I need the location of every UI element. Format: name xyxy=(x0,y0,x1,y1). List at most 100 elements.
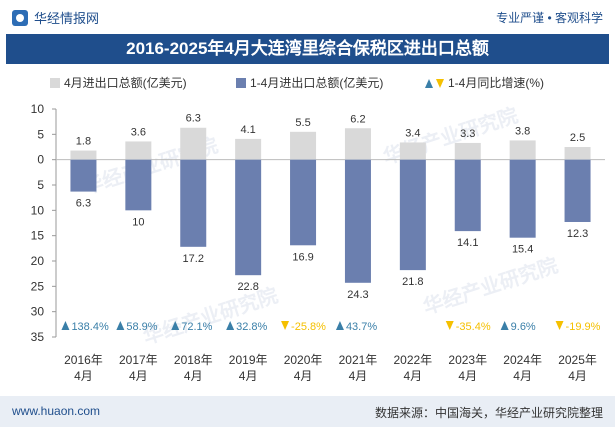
y-tick-label: 10 xyxy=(31,102,45,116)
x-tick-label-month: 4月 xyxy=(239,369,258,383)
data-label-april: 2.5 xyxy=(570,132,585,144)
x-tick-label-month: 4月 xyxy=(404,369,423,383)
growth-marker-down xyxy=(445,321,454,330)
legend-marker-up xyxy=(425,79,433,88)
data-label-april: 3.8 xyxy=(515,125,530,137)
x-tick-label-month: 4月 xyxy=(184,369,203,383)
bar-cumulative xyxy=(344,159,371,283)
footer: www.huaon.com 数据来源：中国海关，华经产业研究院整理 xyxy=(0,396,615,427)
bar-april xyxy=(180,127,207,160)
growth-marker-down xyxy=(555,321,564,330)
x-tick-label-month: 4月 xyxy=(458,369,477,383)
bar-cumulative xyxy=(70,159,97,192)
growth-marker-up xyxy=(335,321,344,330)
data-label-growth: -35.4% xyxy=(456,321,491,333)
growth-marker-up xyxy=(226,321,235,330)
growth-marker-down xyxy=(281,321,290,330)
data-label-april: 5.5 xyxy=(295,117,310,129)
growth-marker-up xyxy=(171,321,180,330)
logo-icon xyxy=(12,9,28,26)
bar-april xyxy=(344,128,371,160)
data-label-growth: 32.8% xyxy=(236,321,267,333)
y-tick-label: 30 xyxy=(31,305,45,319)
legend-swatch-cumulative xyxy=(236,78,246,88)
x-tick-label-month: 4月 xyxy=(568,369,587,383)
bar-april xyxy=(564,147,591,160)
x-tick-label-year: 2016年 xyxy=(64,353,103,367)
data-label-cumulative: 10 xyxy=(132,216,144,228)
y-tick-label: 10 xyxy=(31,203,45,217)
bar-april xyxy=(70,150,97,160)
data-label-growth: 72.1% xyxy=(181,321,212,333)
y-tick-label: 0 xyxy=(37,153,44,167)
bar-cumulative xyxy=(399,159,426,271)
data-label-growth: 138.4% xyxy=(71,321,109,333)
data-label-cumulative: 16.9 xyxy=(292,251,313,263)
y-tick-label: 35 xyxy=(31,330,45,344)
legend-label-april: 4月进出口总额(亿美元) xyxy=(64,75,187,90)
data-label-april: 6.3 xyxy=(186,113,201,125)
data-label-cumulative: 14.1 xyxy=(457,237,478,249)
brand-name: 华经情报网 xyxy=(34,11,100,26)
x-tick-label-month: 4月 xyxy=(74,369,93,383)
x-tick-label-month: 4月 xyxy=(294,369,313,383)
x-tick-label-year: 2017年 xyxy=(119,353,158,367)
bar-cumulative xyxy=(454,159,481,232)
growth-marker-up xyxy=(116,321,125,330)
bar-cumulative xyxy=(180,159,207,247)
data-label-april: 3.4 xyxy=(405,127,420,139)
x-tick-label-year: 2023年 xyxy=(448,353,487,367)
bar-april xyxy=(399,142,426,160)
bar-cumulative xyxy=(235,159,262,276)
y-tick-label: 15 xyxy=(31,229,45,243)
data-label-growth: -19.9% xyxy=(566,321,601,333)
chart-title: 2016-2025年4月大连湾里综合保税区进出口总额 xyxy=(6,34,609,64)
x-tick-label-month: 4月 xyxy=(513,369,532,383)
bar-april xyxy=(290,131,317,160)
x-tick-label-year: 2022年 xyxy=(393,353,432,367)
bar-april xyxy=(235,138,262,160)
brand: 华经情报网 xyxy=(12,8,99,27)
bar-april xyxy=(454,142,481,160)
data-label-growth: 58.9% xyxy=(126,321,157,333)
legend-marker-down xyxy=(436,79,444,88)
data-label-april: 6.2 xyxy=(350,113,365,125)
data-label-cumulative: 12.3 xyxy=(567,228,588,240)
x-tick-label-year: 2019年 xyxy=(229,353,268,367)
data-label-growth: 43.7% xyxy=(346,321,377,333)
data-label-cumulative: 6.3 xyxy=(76,198,91,210)
x-tick-label-year: 2025年 xyxy=(558,353,597,367)
data-label-cumulative: 15.4 xyxy=(512,244,533,256)
data-label-cumulative: 21.8 xyxy=(402,276,423,288)
data-label-cumulative: 17.2 xyxy=(183,253,204,265)
growth-marker-up xyxy=(61,321,70,330)
growth-marker-up xyxy=(500,321,509,330)
y-tick-label: 5 xyxy=(37,127,44,141)
data-label-cumulative: 22.8 xyxy=(237,281,258,293)
y-tick-label: 5 xyxy=(37,178,44,192)
x-tick-label-month: 4月 xyxy=(349,369,368,383)
x-tick-label-year: 2024年 xyxy=(503,353,542,367)
x-tick-label-year: 2018年 xyxy=(174,353,213,367)
data-label-april: 3.3 xyxy=(460,128,475,140)
y-tick-label: 25 xyxy=(31,279,45,293)
bar-april xyxy=(509,140,536,160)
header-bar: 华经情报网 专业严谨 • 客观科学 xyxy=(0,0,615,34)
bar-cumulative xyxy=(509,159,536,238)
data-label-cumulative: 24.3 xyxy=(347,289,368,301)
bar-cumulative xyxy=(125,159,152,211)
footer-website: www.huaon.com xyxy=(12,404,101,418)
x-tick-label-year: 2020年 xyxy=(284,353,323,367)
tagline: 专业严谨 • 客观科学 xyxy=(496,11,603,25)
bar-cumulative xyxy=(564,159,591,222)
x-tick-label-year: 2021年 xyxy=(339,353,378,367)
y-tick-label: 20 xyxy=(31,254,45,268)
data-label-growth: -25.8% xyxy=(291,321,326,333)
legend-swatch-april xyxy=(50,78,60,88)
legend-label-cumulative: 1-4月进出口总额(亿美元) xyxy=(250,75,383,90)
data-label-april: 4.1 xyxy=(241,124,256,136)
legend-label-growth: 1-4月同比增速(%) xyxy=(448,76,544,90)
data-label-april: 3.6 xyxy=(131,126,146,138)
footer-source: 数据来源：中国海关，华经产业研究院整理 xyxy=(374,406,603,420)
bar-april xyxy=(125,141,152,160)
